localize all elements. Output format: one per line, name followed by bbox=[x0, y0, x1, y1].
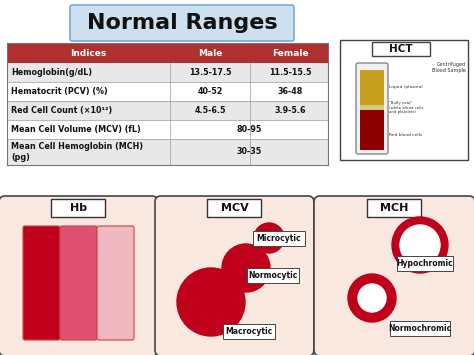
FancyBboxPatch shape bbox=[0, 196, 158, 355]
Text: Mean Cell Volume (MCV) (fL): Mean Cell Volume (MCV) (fL) bbox=[11, 125, 141, 134]
Text: 40-52: 40-52 bbox=[197, 87, 223, 96]
FancyBboxPatch shape bbox=[253, 231, 305, 246]
FancyBboxPatch shape bbox=[70, 5, 294, 41]
FancyBboxPatch shape bbox=[208, 199, 262, 217]
FancyBboxPatch shape bbox=[155, 196, 314, 355]
Text: MCH: MCH bbox=[380, 203, 409, 213]
Bar bbox=[340, 40, 468, 160]
Text: HCT: HCT bbox=[389, 44, 413, 54]
Text: Hematocrit (PCV) (%): Hematocrit (PCV) (%) bbox=[11, 87, 108, 96]
Bar bbox=[7, 63, 328, 82]
Text: Indices: Indices bbox=[70, 49, 107, 58]
Circle shape bbox=[222, 244, 270, 292]
Text: 80-95: 80-95 bbox=[237, 125, 262, 134]
FancyBboxPatch shape bbox=[23, 226, 60, 340]
Circle shape bbox=[400, 225, 440, 265]
Text: Female: Female bbox=[272, 49, 308, 58]
Text: Normal Ranges: Normal Ranges bbox=[87, 13, 277, 33]
Circle shape bbox=[348, 274, 396, 322]
Bar bbox=[360, 110, 384, 150]
FancyBboxPatch shape bbox=[247, 268, 299, 283]
FancyBboxPatch shape bbox=[367, 199, 421, 217]
Text: 30-35: 30-35 bbox=[237, 147, 262, 157]
Bar bbox=[7, 82, 328, 101]
Bar bbox=[7, 120, 328, 139]
FancyBboxPatch shape bbox=[390, 321, 450, 336]
Text: Hypochromic: Hypochromic bbox=[397, 259, 453, 268]
Circle shape bbox=[358, 284, 386, 312]
Text: Normochromic: Normochromic bbox=[388, 324, 452, 333]
Text: Mean Cell Hemoglobin (MCH)
(pg): Mean Cell Hemoglobin (MCH) (pg) bbox=[11, 142, 143, 162]
Text: Macrocytic: Macrocytic bbox=[225, 327, 273, 336]
Text: Hemoglobin(g/dL): Hemoglobin(g/dL) bbox=[11, 68, 92, 77]
Text: 3.9-5.6: 3.9-5.6 bbox=[274, 106, 306, 115]
FancyBboxPatch shape bbox=[97, 226, 134, 340]
Text: 11.5-15.5: 11.5-15.5 bbox=[269, 68, 311, 77]
Text: 36-48: 36-48 bbox=[277, 87, 303, 96]
Circle shape bbox=[177, 268, 245, 336]
Bar bbox=[360, 71, 384, 105]
Bar bbox=[7, 101, 328, 120]
FancyBboxPatch shape bbox=[60, 226, 97, 340]
Text: Red Cell Count (×10¹²): Red Cell Count (×10¹²) bbox=[11, 106, 112, 115]
Text: Microcytic: Microcytic bbox=[257, 234, 301, 243]
Text: 4.5-6.5: 4.5-6.5 bbox=[194, 106, 226, 115]
Bar bbox=[360, 105, 384, 110]
Text: Liquid (plasma): Liquid (plasma) bbox=[389, 85, 423, 89]
Text: MCV: MCV bbox=[220, 203, 248, 213]
FancyBboxPatch shape bbox=[397, 256, 453, 271]
Bar bbox=[7, 43, 328, 63]
Text: Normocytic: Normocytic bbox=[248, 271, 298, 280]
FancyBboxPatch shape bbox=[314, 196, 474, 355]
FancyBboxPatch shape bbox=[223, 324, 275, 339]
Text: "Buffy coat"
(white blood cells
and platelets): "Buffy coat" (white blood cells and plat… bbox=[389, 101, 423, 114]
Text: Male: Male bbox=[198, 49, 222, 58]
FancyBboxPatch shape bbox=[356, 63, 388, 154]
Text: Red blood cells: Red blood cells bbox=[389, 133, 422, 137]
Bar bbox=[372, 42, 430, 56]
Text: Hb: Hb bbox=[70, 203, 87, 213]
FancyBboxPatch shape bbox=[52, 199, 106, 217]
Bar bbox=[7, 139, 328, 165]
Circle shape bbox=[392, 217, 448, 273]
Text: 13.5-17.5: 13.5-17.5 bbox=[189, 68, 231, 77]
Circle shape bbox=[254, 223, 284, 253]
Text: Centrifuged
Blood Sample: Centrifuged Blood Sample bbox=[432, 62, 466, 73]
